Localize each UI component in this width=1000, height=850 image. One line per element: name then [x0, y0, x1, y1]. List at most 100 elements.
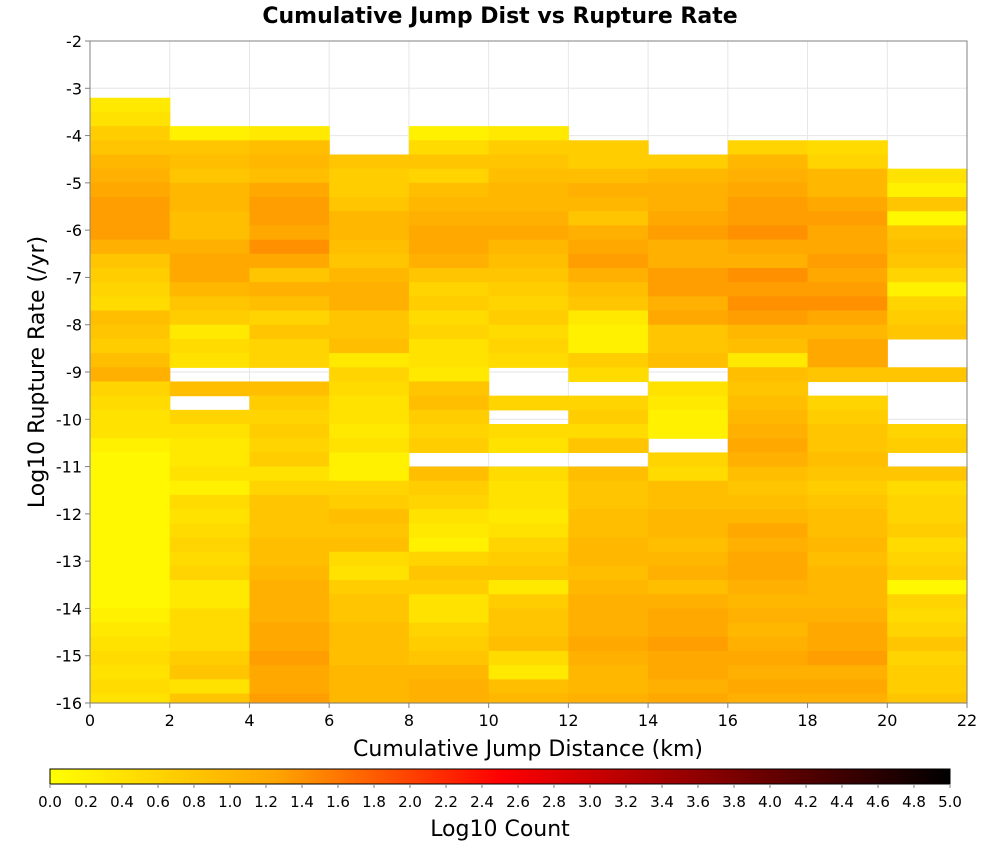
heatmap-cell	[807, 466, 888, 482]
heatmap-cell	[807, 353, 888, 368]
heatmap-cell	[568, 537, 649, 553]
heatmap-cell	[249, 424, 330, 439]
heatmap-cell	[408, 310, 490, 326]
heatmap-cell	[648, 296, 729, 312]
heatmap-cell	[727, 679, 809, 695]
heatmap-cell	[648, 239, 729, 255]
heatmap-cell	[648, 310, 729, 326]
heatmap-cell	[329, 338, 410, 354]
y-tick-label: -4	[66, 127, 82, 146]
heatmap-cell	[727, 296, 809, 312]
heatmap-cell	[727, 338, 809, 354]
heatmap-cell	[488, 424, 569, 439]
heatmap-cell	[329, 693, 410, 704]
heatmap-cell	[169, 494, 251, 510]
heatmap-cell	[169, 424, 251, 439]
heatmap-cell	[249, 438, 330, 453]
heatmap-cell	[249, 353, 330, 368]
x-tick-label: 16	[718, 711, 738, 730]
colorbar-tick-label: 3.0	[578, 793, 602, 811]
heatmap-cell	[807, 367, 888, 383]
heatmap-cell	[727, 310, 809, 326]
heatmap-cell	[568, 253, 649, 269]
x-tick-label: 6	[324, 711, 334, 730]
heatmap-cell	[169, 126, 251, 141]
heatmap-cell	[887, 239, 968, 255]
heatmap-cell	[329, 154, 410, 170]
heatmap-cell	[408, 636, 490, 652]
heatmap-cell	[329, 480, 410, 496]
heatmap-cell	[169, 140, 251, 156]
heatmap-cell	[329, 409, 410, 425]
heatmap-cell	[568, 424, 649, 439]
heatmap-cell	[727, 367, 809, 383]
heatmap-cell	[807, 551, 888, 567]
heatmap-cell	[568, 324, 649, 340]
heatmap-cell	[568, 580, 649, 595]
heatmap-cell	[90, 367, 171, 383]
heatmap-cell	[648, 622, 729, 638]
heatmap-cell	[488, 622, 569, 638]
heatmap-cell	[727, 594, 809, 610]
heatmap-cell	[408, 650, 490, 666]
heatmap-cell	[90, 282, 171, 297]
x-tick-label: 4	[244, 711, 254, 730]
heatmap-cell	[249, 225, 330, 241]
heatmap-cell	[568, 636, 649, 652]
heatmap-cell	[169, 580, 251, 595]
heatmap-cell	[488, 324, 569, 340]
heatmap-cell	[488, 679, 569, 695]
heatmap-cell	[169, 182, 251, 198]
heatmap-cell	[568, 509, 649, 524]
heatmap-cell	[249, 565, 330, 581]
heatmap-cell	[249, 537, 330, 553]
y-tick-label: -3	[66, 79, 82, 98]
heatmap-cell	[568, 182, 649, 198]
heatmap-cell	[249, 480, 330, 496]
heatmap-cell	[488, 438, 569, 453]
heatmap-cell	[249, 452, 330, 468]
heatmap-cell	[887, 168, 968, 184]
heatmap-cell	[329, 650, 410, 666]
heatmap-cell	[408, 580, 490, 595]
heatmap-cell	[648, 182, 729, 198]
heatmap-cell	[648, 353, 729, 368]
heatmap-cell	[169, 296, 251, 312]
heatmap-cell	[249, 239, 330, 255]
heatmap-cell	[169, 225, 251, 241]
heatmap-cell	[408, 338, 490, 354]
colorbar-tick-label: 4.6	[866, 793, 890, 811]
heatmap-cell	[727, 636, 809, 652]
heatmap-cell	[807, 494, 888, 510]
heatmap-cell	[648, 480, 729, 496]
x-tick-label: 8	[404, 711, 414, 730]
heatmap-cell	[329, 296, 410, 312]
y-tick-label: -12	[56, 505, 82, 524]
heatmap-cell	[90, 253, 171, 269]
heatmap-cell	[169, 338, 251, 354]
heatmap-cell	[648, 650, 729, 666]
x-tick-label: 2	[165, 711, 175, 730]
heatmap-cell	[488, 395, 569, 411]
heatmap-cell	[90, 324, 171, 340]
heatmap-cell	[90, 154, 171, 170]
heatmap-cell	[169, 211, 251, 227]
heatmap-cell	[488, 466, 569, 482]
heatmap-cell	[727, 282, 809, 297]
heatmap-cell	[807, 310, 888, 326]
heatmap-cell	[568, 197, 649, 212]
heatmap-cell	[488, 267, 569, 283]
heatmap-cell	[648, 693, 729, 704]
heatmap-cell	[807, 267, 888, 283]
heatmap-cell	[408, 509, 490, 524]
colorbar-tick-label: 4.2	[794, 793, 818, 811]
heatmap-cell	[329, 636, 410, 652]
heatmap-cell	[249, 197, 330, 212]
heatmap-cell	[408, 182, 490, 198]
heatmap-cell	[807, 211, 888, 227]
x-tick-label: 18	[797, 711, 817, 730]
heatmap-cell	[249, 580, 330, 595]
colorbar-tick-label: 2.6	[506, 793, 530, 811]
colorbar-tick-label: 3.6	[686, 793, 710, 811]
heatmap-cell	[488, 608, 569, 624]
